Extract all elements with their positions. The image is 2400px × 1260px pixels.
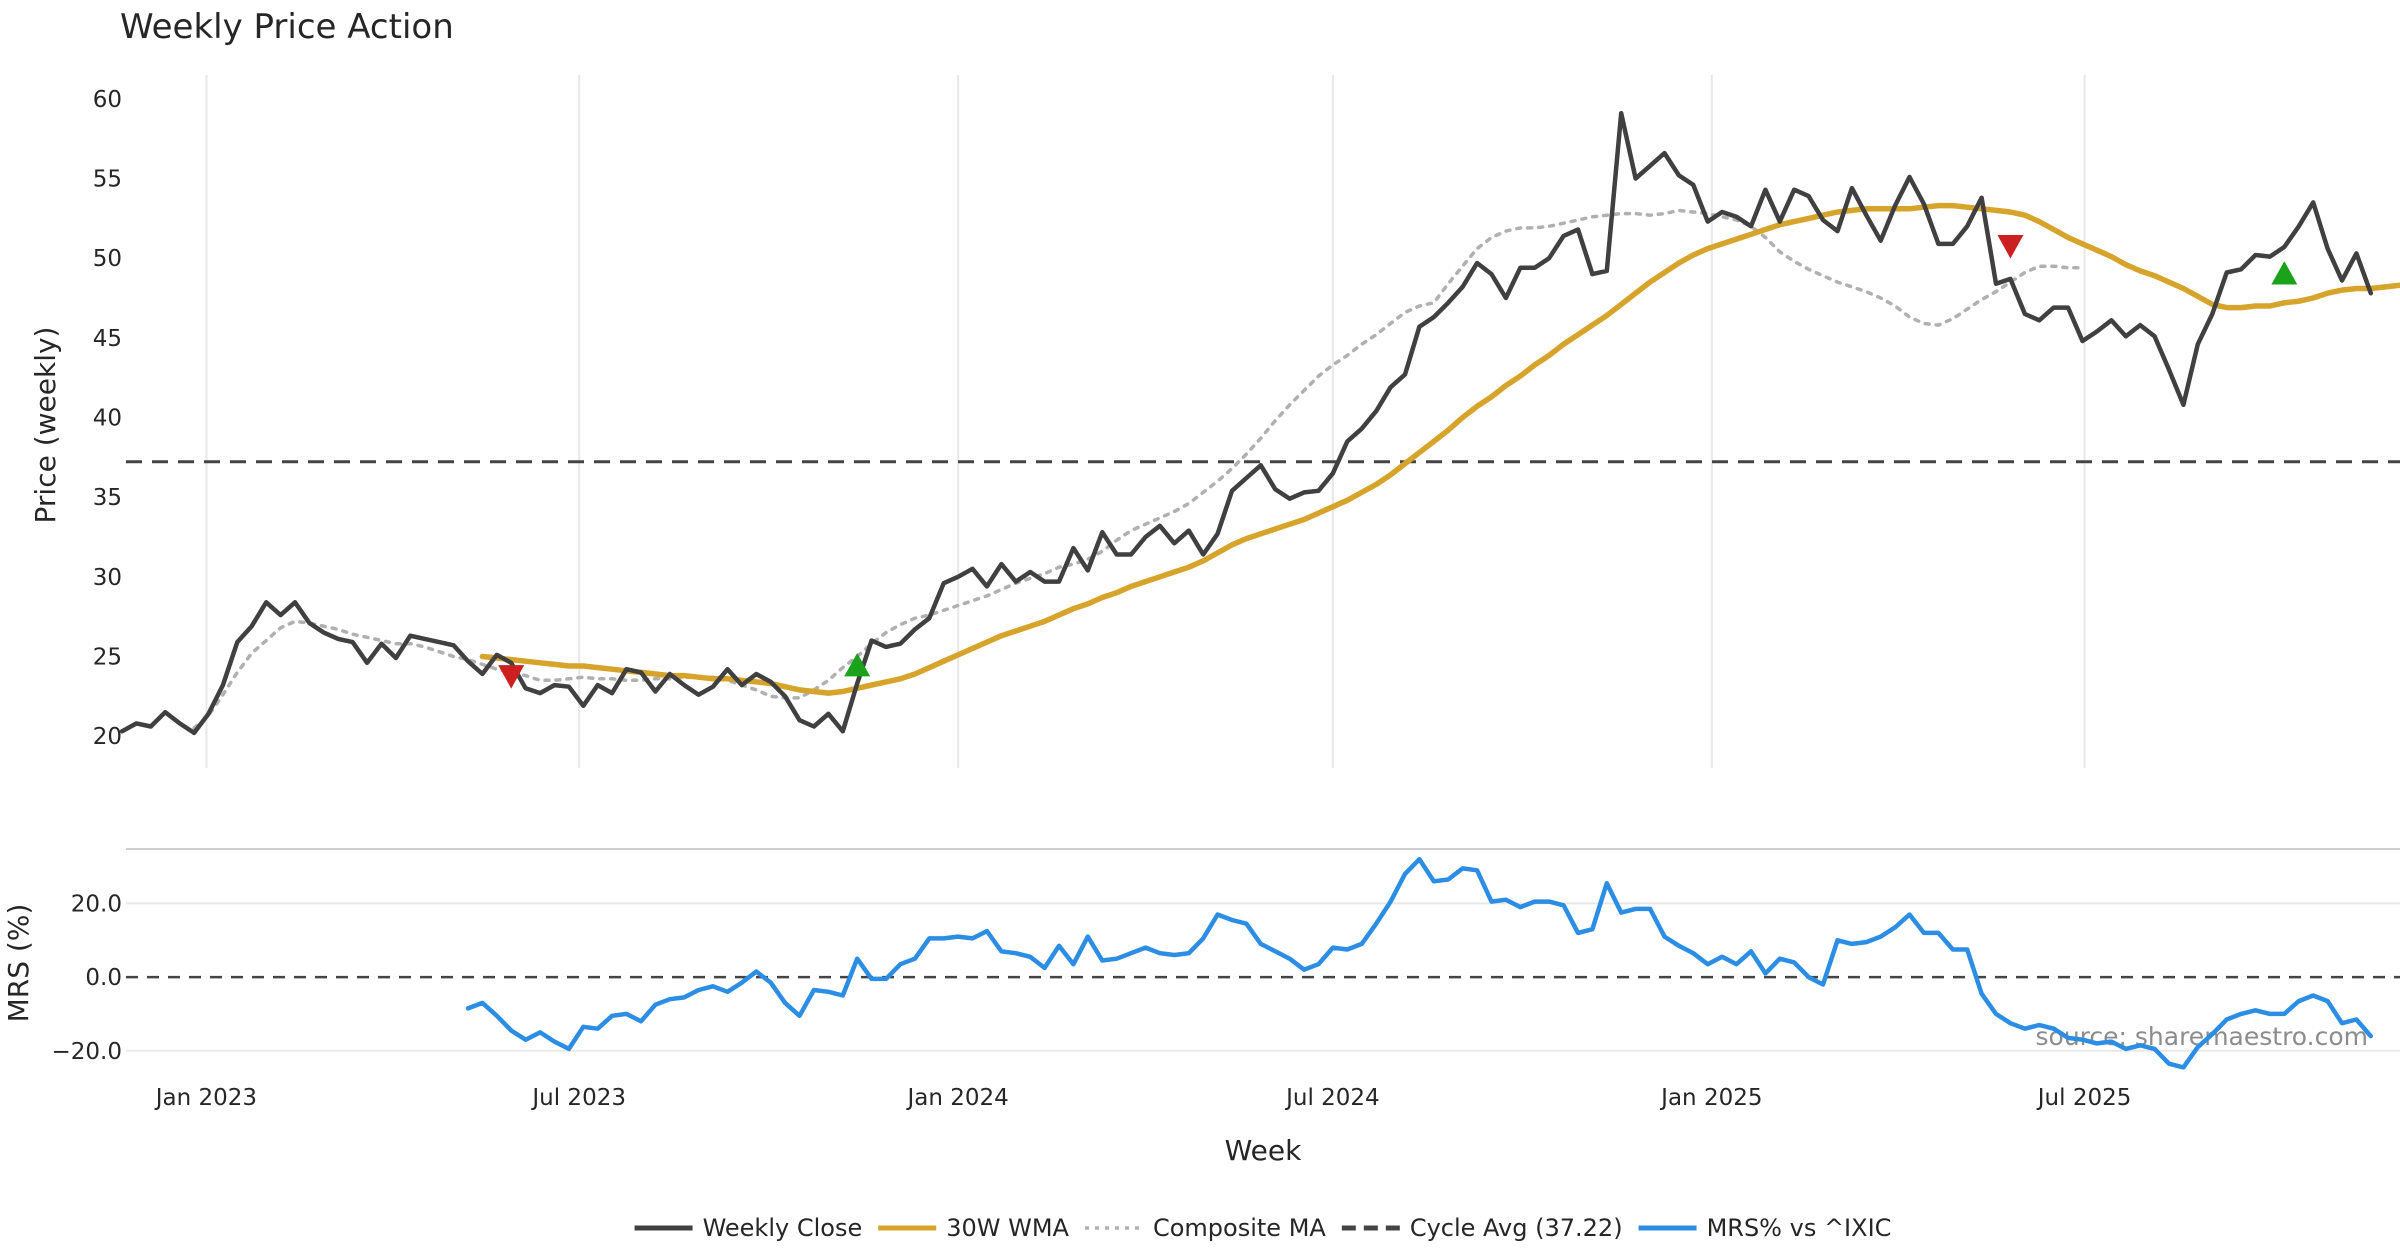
buy-signal-marker xyxy=(844,653,871,677)
price-y-tick-label: 35 xyxy=(93,485,122,511)
x-tick-label: Jan 2025 xyxy=(1659,1085,1762,1111)
mrs-panel: −20.0 0.0 20.0 Jan 2023 Jul 2023 Jan 2024 Jul … xyxy=(52,856,2400,1111)
mrs-y-tick-label: −20.0 xyxy=(52,1039,122,1065)
price-y-tick-label: 40 xyxy=(93,406,122,432)
mrs-series-line xyxy=(465,856,2374,1070)
price-y-tick-label: 50 xyxy=(93,246,122,272)
price-panel: 20 25 30 35 40 45 50 55 60 xyxy=(93,75,2400,768)
mrs-y-tick-label: 20.0 xyxy=(71,891,122,917)
price-y-tick-label: 45 xyxy=(93,326,122,352)
x-tick-label: Jan 2024 xyxy=(905,1085,1008,1111)
legend-label: 30W WMA xyxy=(946,1214,1069,1242)
price-y-axis-title: Price (weekly) xyxy=(29,327,62,524)
x-tick-label: Jul 2023 xyxy=(530,1085,626,1111)
weekly-close-series-line xyxy=(119,110,2374,736)
price-y-tick-label: 60 xyxy=(93,87,122,113)
composite-ma-series-line xyxy=(192,208,2085,730)
price-y-tick-label: 30 xyxy=(93,565,122,591)
x-tick-label: Jan 2023 xyxy=(154,1085,257,1111)
sell-signal-marker xyxy=(498,665,525,689)
price-y-tick-label: 25 xyxy=(93,644,122,670)
legend-label: Cycle Avg (37.22) xyxy=(1410,1214,1623,1242)
source-label: source: sharemaestro.com xyxy=(2036,1022,2369,1051)
price-y-tick-label: 20 xyxy=(93,724,122,750)
x-tick-label: Jul 2024 xyxy=(1284,1085,1380,1111)
sell-signal-marker xyxy=(1997,235,2024,259)
legend-label: Composite MA xyxy=(1153,1214,1326,1242)
legend-label: MRS% vs ^IXIC xyxy=(1707,1214,1892,1242)
chart-title: Weekly Price Action xyxy=(120,7,454,47)
price-y-tick-label: 55 xyxy=(93,167,122,193)
mrs-y-axis-title: MRS (%) xyxy=(2,904,35,1023)
mrs-y-tick-label: 0.0 xyxy=(85,965,122,991)
legend-label: Weekly Close xyxy=(703,1214,863,1242)
chart-legend: Weekly Close 30W WMA Composite MA Cycle Avg… xyxy=(634,1214,1892,1242)
buy-signal-marker xyxy=(2271,261,2298,285)
x-axis-title: Week xyxy=(1225,1134,1302,1167)
30w-wma-series-line xyxy=(479,202,2400,696)
x-tick-label: Jul 2025 xyxy=(2036,1085,2132,1111)
